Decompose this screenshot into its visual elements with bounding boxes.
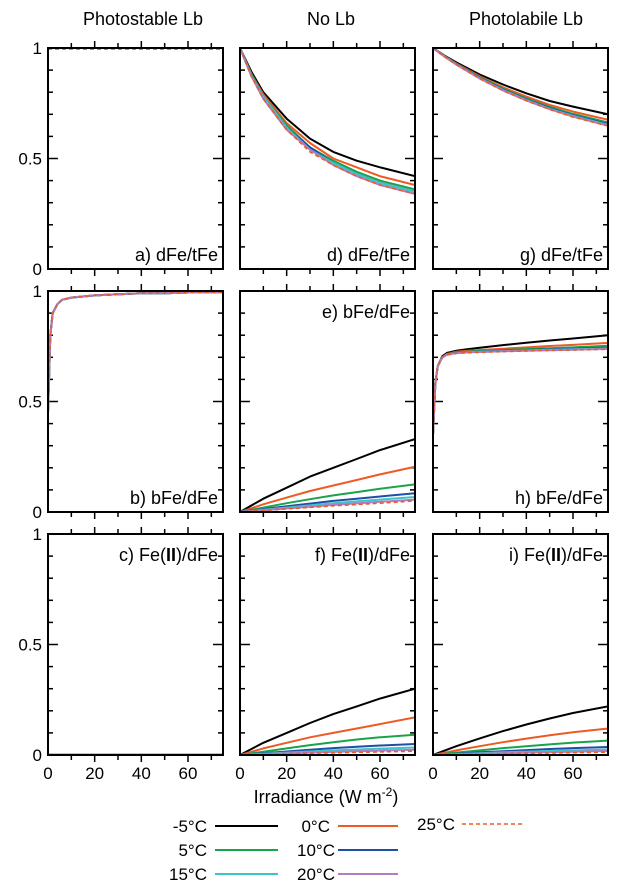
y-tick-label: 0 bbox=[33, 260, 42, 279]
panel-c: 0 0.5 1 0 20 40 60 c) Fe(II)/dFe bbox=[18, 525, 223, 783]
legend: -5°C 0°C 25°C 5°C 10°C 15°C 20°C bbox=[169, 815, 523, 884]
panel-label-g: g) dFe/tFe bbox=[520, 245, 603, 265]
x-tick-label: 20 bbox=[470, 764, 489, 783]
panel-d: d) dFe/tFe bbox=[240, 41, 415, 276]
series-line-h-15C bbox=[433, 349, 608, 435]
series-line-h-20C bbox=[433, 349, 608, 435]
series-line-d-0C bbox=[240, 48, 415, 185]
series-line-b-0C bbox=[48, 292, 223, 413]
y-tick-label: 0 bbox=[33, 746, 42, 765]
legend-label: 0°C bbox=[301, 817, 330, 836]
x-tick-label: 20 bbox=[85, 764, 104, 783]
series-line-b-15C bbox=[48, 292, 223, 413]
series-line-b-25C bbox=[48, 292, 223, 413]
series-line-d-5C bbox=[240, 48, 415, 189]
series-line-b-5C bbox=[48, 292, 223, 413]
panel-g: g) dFe/tFe bbox=[433, 41, 608, 276]
column-title-no-lb: No Lb bbox=[307, 9, 355, 29]
series-line-h-25C bbox=[433, 349, 608, 434]
x-tick-label: 60 bbox=[371, 764, 390, 783]
series-line-g-10C bbox=[433, 48, 608, 124]
x-tick-label: 0 bbox=[43, 764, 52, 783]
plot-frame bbox=[433, 48, 608, 269]
y-tick-label: 1 bbox=[33, 39, 42, 58]
series-line-h-10C bbox=[433, 348, 608, 435]
panel-label-e: e) bFe/dFe bbox=[322, 302, 410, 322]
panel-a: 0 0.5 1 a) dFe/tFe bbox=[18, 39, 223, 279]
legend-label: -5°C bbox=[173, 817, 207, 836]
plot-frame bbox=[48, 534, 223, 755]
panel-label-c: c) Fe(II)/dFe bbox=[119, 545, 218, 565]
x-tick-label: 20 bbox=[277, 764, 296, 783]
column-title-photostable: Photostable Lb bbox=[83, 9, 203, 29]
y-tick-label: 1 bbox=[33, 282, 42, 301]
panel-label-b: b) bFe/dFe bbox=[130, 488, 218, 508]
plot-frame bbox=[433, 291, 608, 512]
y-tick-label: 1 bbox=[33, 525, 42, 544]
panel-h: h) bFe/dFe bbox=[433, 284, 608, 519]
series-line-b-10C bbox=[48, 292, 223, 413]
column-title-photolabile: Photolabile Lb bbox=[469, 9, 583, 29]
x-tick-label: 60 bbox=[179, 764, 198, 783]
panels: 0 0.5 1 a) dFe/tFe 0 0.5 1 b) bFe/dFe 0 0.5 1 0 20 40… bbox=[18, 39, 608, 783]
x-tick-label: 0 bbox=[428, 764, 437, 783]
panel-i: 0 20 40 60 i) Fe(II)/dFe bbox=[428, 527, 608, 783]
legend-label: 20°C bbox=[297, 865, 335, 884]
plot-frame bbox=[48, 48, 223, 269]
x-tick-label: 60 bbox=[564, 764, 583, 783]
series-line-g-5C bbox=[433, 48, 608, 123]
panel-label-h: h) bFe/dFe bbox=[515, 488, 603, 508]
legend-label: 25°C bbox=[417, 815, 455, 834]
plot-frame bbox=[240, 291, 415, 512]
series-line-d-20C bbox=[240, 48, 415, 194]
panel-f: 0 20 40 60 f) Fe(II)/dFe bbox=[235, 527, 415, 783]
legend-label: 5°C bbox=[178, 841, 207, 860]
y-tick-label: 0 bbox=[33, 503, 42, 522]
x-tick-label: 40 bbox=[324, 764, 343, 783]
y-tick-label: 0.5 bbox=[18, 636, 42, 655]
plot-frame bbox=[433, 534, 608, 755]
series-line-d-25C bbox=[240, 48, 415, 194]
series-line-g--5C bbox=[433, 48, 608, 114]
panel-label-f: f) Fe(II)/dFe bbox=[315, 545, 410, 565]
x-tick-label: 40 bbox=[132, 764, 151, 783]
series-line-h-0C bbox=[433, 343, 608, 435]
y-tick-label: 0.5 bbox=[18, 150, 42, 169]
panel-label-i: i) Fe(II)/dFe bbox=[509, 545, 603, 565]
panel-e: e) bFe/dFe bbox=[240, 284, 415, 519]
column-titles: Photostable Lb No Lb Photolabile Lb bbox=[83, 9, 583, 29]
x-tick-label: 0 bbox=[235, 764, 244, 783]
series-line-b-20C bbox=[48, 292, 223, 413]
legend-label: 10°C bbox=[297, 841, 335, 860]
panel-label-a: a) dFe/tFe bbox=[135, 245, 218, 265]
legend-label: 15°C bbox=[169, 865, 207, 884]
plot-frame bbox=[48, 291, 223, 512]
y-tick-label: 0.5 bbox=[18, 393, 42, 412]
series-line-b--5C bbox=[48, 292, 223, 413]
x-tick-label: 40 bbox=[517, 764, 536, 783]
panel-label-d: d) dFe/tFe bbox=[327, 245, 410, 265]
x-axis-title: Irradiance (W m-2) bbox=[254, 785, 399, 807]
panel-b: 0 0.5 1 b) bFe/dFe bbox=[18, 282, 223, 522]
series-line-h-5C bbox=[433, 346, 608, 435]
